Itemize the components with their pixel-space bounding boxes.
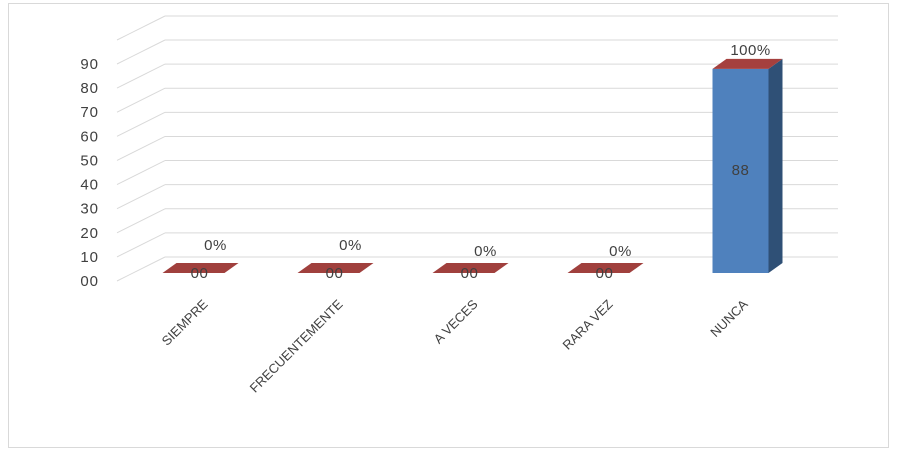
y-tick-label: 80 [80,80,99,97]
grid-diagonal [116,135,166,161]
grid-diagonal [116,160,166,186]
category-label: SIEMPRE [159,296,211,348]
value-label: 88 [732,162,750,179]
y-tick-label: 40 [80,177,99,194]
y-tick-label: 30 [80,201,99,218]
y-tick-label: 20 [80,225,99,242]
y-tick-label: 00 [80,273,99,290]
data-labels: 00 0% 00 0% 00 0% 00 0% 88 100% [191,42,771,282]
value-label: 00 [191,265,209,282]
bar-side [768,58,783,274]
grid-diagonal [116,232,166,258]
category-label: A VECES [431,296,481,346]
y-tick-label: 90 [80,56,99,73]
grid-diagonal [116,15,166,41]
bar [162,263,239,273]
category-label: NUNCA [707,296,751,340]
grid-diagonal [116,208,166,234]
y-tick-label: 10 [80,249,99,266]
percent-label: 0% [474,243,497,260]
value-label: 00 [326,265,344,282]
y-tick-label: 60 [80,128,99,145]
y-tick-label: 50 [80,152,99,169]
category-label: FRECUENTEMENTE [247,296,346,395]
bars [162,58,783,274]
y-axis-ticks: 00 10 20 30 40 50 60 70 80 90 [80,56,99,290]
value-label: 00 [596,265,614,282]
grid-diagonal [116,39,166,65]
category-labels: SIEMPRE FRECUENTEMENTE A VECES RARA VEZ NUNC… [159,296,751,395]
category-label: RARA VEZ [560,296,616,352]
bar [567,263,644,273]
percent-label: 0% [339,237,362,254]
bar [432,263,509,273]
grid-diagonal [116,256,166,282]
bar [297,263,374,273]
grid-diagonal [116,87,166,113]
bar-top [712,58,783,69]
bar [712,68,769,273]
value-label: 00 [461,265,479,282]
grid-diagonal [116,63,166,89]
grid-diagonal [116,111,166,137]
percent-label: 100% [730,42,770,59]
percent-label: 0% [204,237,227,254]
grid-diagonal [116,184,166,210]
percent-label: 0% [609,243,632,260]
y-tick-label: 70 [80,104,99,121]
